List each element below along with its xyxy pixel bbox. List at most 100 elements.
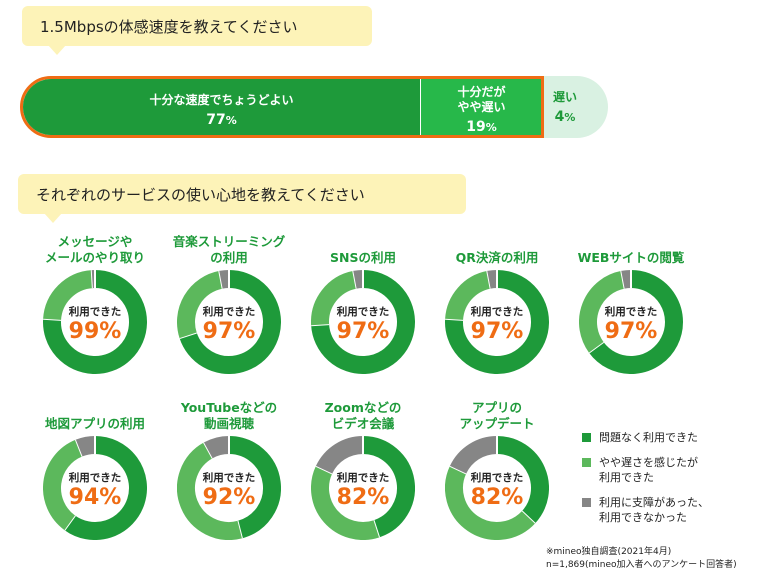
donut-slice-no-issue — [311, 270, 415, 374]
donut-center: 利用できた 94% — [30, 470, 160, 511]
donut-center-label: 利用できた — [68, 472, 122, 484]
donut-chart: YouTubeなどの 動画視聴利用できた 92% — [164, 398, 294, 540]
donut-title: YouTubeなどの 動画視聴 — [180, 400, 278, 431]
donut-center-value: 97% — [604, 319, 658, 344]
donut-center: 利用できた 97% — [298, 304, 428, 345]
donut-center-value: 92% — [202, 485, 256, 510]
donut-slice-issue — [75, 436, 96, 457]
donut-center-label: 利用できた — [202, 306, 256, 318]
donut-ring — [579, 270, 683, 374]
donut-chart: メッセージや メールのやり取り利用できた 99% — [30, 232, 160, 374]
donut-slice-slightly-slow — [311, 465, 380, 540]
legend-label: やや遅さを感じたが 利用できた — [599, 456, 698, 484]
donut-slice-issue — [621, 270, 632, 289]
donut-slice-slightly-slow — [43, 439, 83, 531]
donut-chart: アプリの アップデート利用できた 82% — [432, 398, 562, 540]
donut-slice-no-issue — [43, 270, 147, 374]
slice-separator — [63, 514, 76, 531]
survey-note: ※mineo独自調査(2021年4月) n=1,869(mineo加入者へのアン… — [546, 546, 737, 572]
donut-center-label: 利用できた — [470, 472, 524, 484]
donut-center: 利用できた 97% — [566, 304, 696, 345]
question-speed-bubble: 1.5Mbpsの体感速度を教えてください — [22, 6, 372, 55]
donut-center-value: 97% — [336, 319, 390, 344]
donut-center: 利用できた 99% — [30, 304, 160, 345]
legend-swatch — [582, 498, 591, 507]
legend-label: 問題なく利用できた — [599, 431, 698, 444]
donut-slice-no-issue — [445, 270, 549, 374]
legend: 問題なく利用できた やや遅さを感じたが 利用できた 利用に支障があった、 利用で… — [582, 430, 752, 535]
donut-ring — [177, 270, 281, 374]
donut-slice-slightly-slow — [43, 270, 94, 321]
legend-swatch — [582, 433, 591, 442]
donut-slice-slightly-slow — [579, 270, 626, 353]
bar-highlight-outline: 十分な速度でちょうどよい 77% 十分だが やや遅い 19% — [20, 76, 544, 138]
donut-title: QR決済の利用 — [455, 250, 539, 265]
donut-ring — [43, 270, 147, 374]
donut-slice-slightly-slow — [445, 465, 535, 540]
donut-title: SNSの利用 — [330, 250, 396, 265]
donut-slice-no-issue — [496, 436, 549, 524]
donut-center-label: 利用できた — [470, 306, 524, 318]
legend-item: 利用に支障があった、 利用できなかった — [582, 495, 752, 525]
donut-center: 利用できた 82% — [298, 470, 428, 511]
donut-slice-issue — [315, 436, 364, 474]
donut-slice-issue — [487, 270, 498, 289]
segment-label: 十分だが やや遅い — [457, 85, 506, 114]
bar-segment-ok: 十分だが やや遅い 19% — [421, 79, 541, 135]
segment-label: 遅い — [552, 89, 577, 104]
donut-ring — [311, 270, 415, 374]
donut-ring — [177, 436, 281, 540]
donut-center-label: 利用できた — [604, 306, 658, 318]
donut-ring — [311, 436, 415, 540]
donut-center-value: 97% — [470, 319, 524, 344]
bubble-tail — [44, 213, 62, 223]
segment-value: 4% — [554, 108, 576, 125]
donut-center: 利用できた 82% — [432, 470, 562, 511]
speed-stacked-bar: 遅い 4% 十分な速度でちょうどよい 77% 十分だが やや遅い 19% — [20, 76, 608, 138]
legend-label: 利用に支障があった、 利用できなかった — [599, 496, 709, 524]
donut-center-label: 利用できた — [336, 472, 390, 484]
slice-separator — [372, 520, 381, 538]
donut-center: 利用できた 92% — [164, 470, 294, 511]
question-speed-text: 1.5Mbpsの体感速度を教えてください — [40, 17, 298, 36]
bar-segment-good: 十分な速度でちょうどよい 77% — [23, 79, 421, 135]
donut-slice-issue — [353, 270, 364, 289]
donut-chart: QR決済の利用 利用できた 97% — [432, 232, 562, 374]
donut-title: アプリの アップデート — [459, 400, 535, 431]
donut-slice-no-issue — [362, 436, 415, 538]
donut-slice-issue — [219, 270, 230, 289]
segment-label: 十分な速度でちょうどよい — [149, 92, 294, 107]
donut-slice-issue — [449, 436, 498, 474]
question-services-bubble: それぞれのサービスの使い心地を教えてください — [18, 174, 466, 223]
donut-title: 地図アプリの利用 — [44, 416, 145, 431]
donut-center-value: 99% — [68, 319, 122, 344]
segment-value: 77% — [206, 111, 237, 128]
donut-slice-issue — [203, 436, 230, 459]
donut-slice-slightly-slow — [445, 270, 492, 321]
donut-slice-slightly-slow — [177, 270, 224, 339]
legend-swatch — [582, 458, 591, 467]
donut-center-value: 94% — [68, 485, 122, 510]
donut-title: メッセージや メールのやり取り — [44, 234, 145, 265]
slice-separator — [218, 270, 224, 289]
legend-item: やや遅さを感じたが 利用できた — [582, 455, 752, 485]
donut-center-value: 97% — [202, 319, 256, 344]
donut-center-value: 82% — [336, 485, 390, 510]
donut-title: 音楽ストリーミング の利用 — [172, 234, 286, 265]
bubble-tail — [48, 45, 66, 55]
donut-chart: 地図アプリの利用 利用できた 94% — [30, 398, 160, 540]
question-services-text: それぞれのサービスの使い心地を教えてください — [36, 185, 365, 204]
donut-chart: SNSの利用利用できた 97% — [298, 232, 428, 374]
slice-separator — [179, 331, 197, 340]
donut-title: Zoomなどの ビデオ会議 — [324, 400, 402, 431]
donut-ring — [445, 436, 549, 540]
donut-center-label: 利用できた — [68, 306, 122, 318]
donut-slice-slightly-slow — [311, 270, 358, 326]
donut-slice-no-issue — [228, 436, 281, 539]
donut-slice-no-issue — [64, 436, 147, 540]
donut-center: 利用できた 97% — [432, 304, 562, 345]
slice-separator — [236, 520, 243, 539]
donut-center: 利用できた 97% — [164, 304, 294, 345]
donut-slice-no-issue — [179, 270, 281, 374]
note-line: n=1,869(mineo加入者へのアンケート回答者) — [546, 560, 737, 570]
